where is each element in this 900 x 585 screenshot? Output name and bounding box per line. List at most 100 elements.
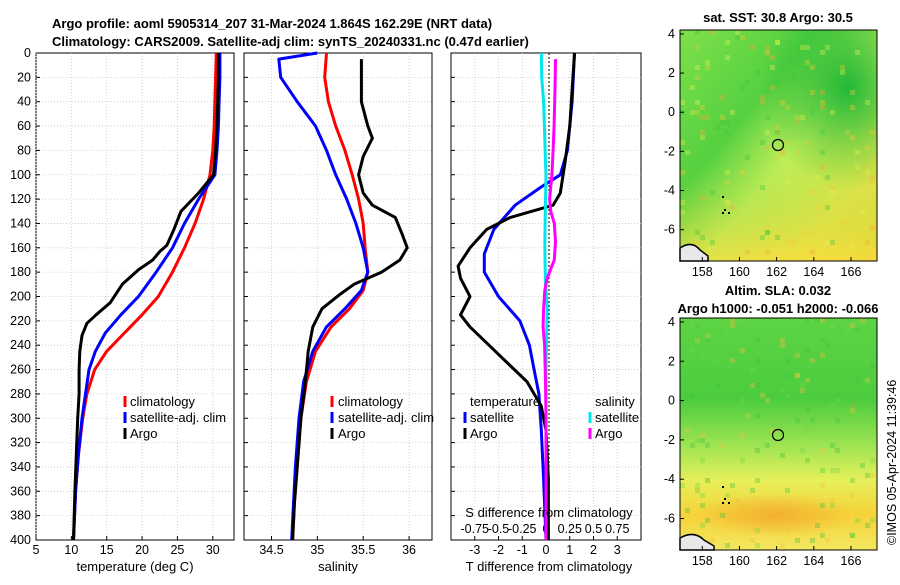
map-pixel <box>860 318 865 323</box>
map-pixel <box>680 210 685 215</box>
x-tick-label: 15 <box>100 543 114 557</box>
map-x-tick-label: 166 <box>841 265 862 279</box>
map-pixel <box>725 200 730 205</box>
map-pixel <box>695 75 700 80</box>
map-pixel <box>760 235 765 240</box>
sst-texture <box>680 30 875 255</box>
map-pixel <box>775 155 780 160</box>
sst-land-outline <box>679 243 709 262</box>
map-pixel <box>750 538 755 543</box>
map-x-tick-label: 160 <box>729 265 750 279</box>
map-pixel <box>810 110 815 115</box>
depth-tick-label: 280 <box>10 387 31 401</box>
map-pixel <box>695 438 700 443</box>
map-pixel <box>790 240 795 245</box>
temperature-axis-label: temperature (deg C) <box>76 559 193 574</box>
depth-tick-label: 20 <box>17 70 31 84</box>
x-tick-label: 35.5 <box>351 543 375 557</box>
depth-tick-label: 400 <box>10 533 31 547</box>
map-pixel <box>695 488 700 493</box>
temperature-axis-ticks: 5 10 15 20 25 30 <box>33 536 220 557</box>
map-pixel <box>700 195 705 200</box>
map-pixel <box>820 130 825 135</box>
map-pixel <box>715 125 720 130</box>
map-pixel <box>850 245 855 250</box>
map-pixel <box>735 30 740 35</box>
map-pixel <box>795 115 800 120</box>
map-pixel <box>805 45 810 50</box>
map-pixel <box>740 503 745 508</box>
imos-timestamp: ©IMOS 05-Apr-2024 11:39:46 <box>885 380 899 545</box>
map-pixel <box>825 343 830 348</box>
map-pixel <box>680 170 685 175</box>
map-pixel <box>805 458 810 463</box>
map-pixel <box>710 190 715 195</box>
map-pixel <box>860 210 865 215</box>
map-pixel <box>800 45 805 50</box>
map-pixel <box>770 85 775 90</box>
map-pixel <box>830 498 835 503</box>
map-pixel <box>775 130 780 135</box>
map-pixel <box>740 35 745 40</box>
map-pixel <box>745 413 750 418</box>
map-pixel <box>820 338 825 343</box>
map-x-tick-label: 162 <box>766 554 787 568</box>
map-pixel <box>765 398 770 403</box>
map-pixel <box>830 503 835 508</box>
series-line-salinity-argo <box>541 59 557 540</box>
map-pixel <box>765 145 770 150</box>
map-pixel <box>690 110 695 115</box>
x-tick-label: 5 <box>33 543 40 557</box>
map-pixel <box>740 170 745 175</box>
map-pixel <box>830 185 835 190</box>
map-pixel <box>855 150 860 155</box>
map-pixel <box>775 235 780 240</box>
map-x-tick-label: 162 <box>766 265 787 279</box>
map-pixel <box>820 105 825 110</box>
x-tick-label: 1 <box>566 543 573 557</box>
map-pixel <box>795 353 800 358</box>
map-pixel <box>765 230 770 235</box>
map-pixel <box>690 393 695 398</box>
temperature-grid <box>35 53 234 540</box>
x-tick-label: 25 <box>170 543 184 557</box>
map-pixel <box>705 115 710 120</box>
map-pixel <box>725 200 730 205</box>
map-y-tick-label: -2 <box>664 144 675 158</box>
map-y-tick-label: 4 <box>668 27 675 41</box>
map-pixel <box>820 513 825 518</box>
map-pixel <box>810 190 815 195</box>
map-pixel <box>755 338 760 343</box>
map-pixel <box>695 100 700 105</box>
legend-label-climatology: climatology <box>338 394 404 409</box>
map-pixel <box>830 403 835 408</box>
map-pixel <box>805 378 810 383</box>
map-pixel <box>805 408 810 413</box>
map-pixel <box>820 90 825 95</box>
s-difference-tick-label: -0.25 <box>508 522 537 536</box>
map-pixel <box>785 373 790 378</box>
map-pixel <box>825 538 830 543</box>
map-pixel <box>725 493 730 498</box>
map-pixel <box>810 250 815 255</box>
map-pixel <box>705 333 710 338</box>
map-pixel <box>855 413 860 418</box>
map-pixel <box>780 343 785 348</box>
map-y-tick-label: -6 <box>664 223 675 237</box>
map-pixel <box>705 60 710 65</box>
difference-legend: temperature satellite Argo salinity sate… <box>463 394 639 441</box>
legend-title-temperature: temperature <box>470 394 540 409</box>
depth-tick-label: 160 <box>10 241 31 255</box>
map-pixel <box>700 433 705 438</box>
map-pixel <box>725 130 730 135</box>
map-pixel <box>790 60 795 65</box>
map-x-tick-label: 164 <box>803 265 824 279</box>
x-tick-label: -2 <box>493 543 504 557</box>
x-tick-label: 36 <box>402 543 416 557</box>
map-pixel <box>730 205 735 210</box>
legend-title-salinity: salinity <box>595 394 635 409</box>
map-pixel <box>755 383 760 388</box>
map-pixel <box>700 353 705 358</box>
depth-tick-label: 360 <box>10 484 31 498</box>
map-pixel <box>685 428 690 433</box>
